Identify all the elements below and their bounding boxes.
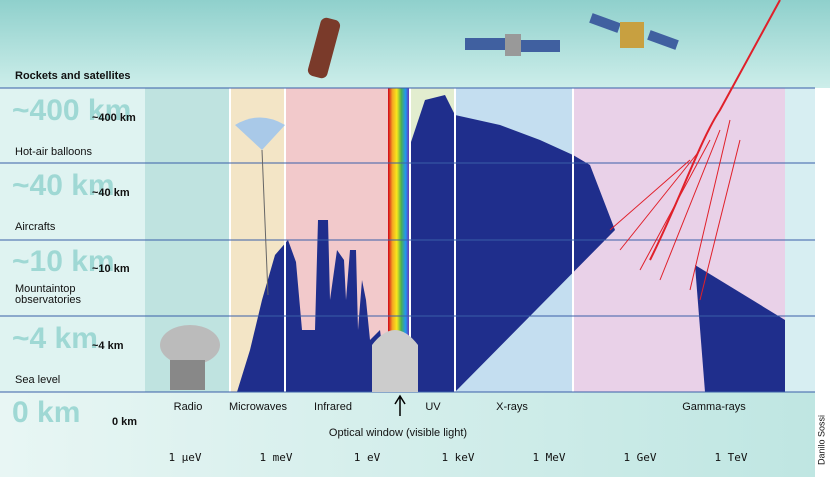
altitude-label: observatories [15, 294, 82, 306]
credit: Danilo Sossi [816, 415, 826, 465]
energy-label: 1 eV [354, 451, 381, 464]
band-label: UV [425, 401, 441, 413]
altitude-big: ~4 km [12, 322, 98, 355]
band-label: Radio [174, 401, 203, 413]
energy-label: 1 TeV [714, 451, 747, 464]
altitude-small: ~400 km [92, 112, 136, 124]
energy-label: 1 GeV [623, 451, 656, 464]
illustrations [160, 0, 781, 416]
altitude-label: Sea level [15, 374, 60, 386]
altitude-small: ~40 km [92, 187, 130, 199]
altitude-big: ~10 km [12, 245, 115, 278]
altitude-big: 0 km [12, 396, 80, 429]
altitude-big: ~40 km [12, 169, 115, 202]
altitude-label: Mountaintop [15, 283, 76, 295]
absorption [237, 95, 785, 392]
band-label: X-rays [496, 401, 528, 413]
altitude-labels: ~400 km~400 km Hot-air balloons ~40 km~40 … [12, 94, 137, 429]
band-labels: Radio Microwaves Infrared UV X-rays Gamma-ray… [174, 401, 747, 413]
title: Rockets and satellites [15, 70, 131, 82]
altitude-label: Aircrafts [15, 221, 56, 233]
energy-label: 1 MeV [532, 451, 565, 464]
energy-label: 1 µeV [168, 451, 201, 464]
band-label: Gamma-rays [682, 401, 746, 413]
energy-label: 1 meV [259, 451, 292, 464]
altitude-label: Hot-air balloons [15, 146, 93, 158]
band-label: Microwaves [229, 401, 288, 413]
energy-label: 1 keV [441, 451, 474, 464]
altitude-small: ~4 km [92, 340, 124, 352]
altitude-small: 0 km [112, 416, 137, 428]
band-label: Infrared [314, 401, 352, 413]
altitude-big: ~400 km [12, 94, 131, 127]
energy-labels: 1 µeV 1 meV 1 eV 1 keV 1 MeV 1 GeV 1 TeV [168, 451, 747, 464]
altitude-small: ~10 km [92, 263, 130, 275]
optical-window: Optical window (visible light) [329, 427, 467, 439]
